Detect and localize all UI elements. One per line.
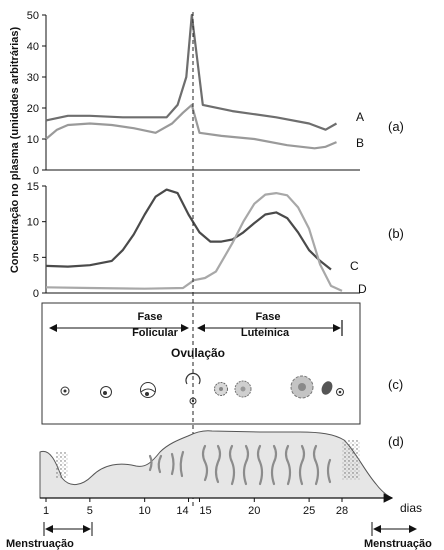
corpus-luteum <box>234 380 252 398</box>
day-tick-label: 25 <box>303 505 315 517</box>
curve-label-c: C <box>350 259 359 273</box>
menstruation-label-left: Menstruação <box>6 538 74 550</box>
endometrial-glands <box>148 444 332 486</box>
series-c-line <box>45 188 332 271</box>
luteal-phase-word: Fase <box>255 311 280 323</box>
mature-corpus-luteum <box>290 375 314 399</box>
panel-a-ytick-label: 50 <box>27 10 39 22</box>
menstruation-start: Menstruação <box>6 522 93 550</box>
curve-label-b: B <box>356 136 364 150</box>
day-tick-label: 1 <box>43 505 49 517</box>
panel-b-chart: 0 5 10 15 (b) C D <box>27 181 404 300</box>
panel-b-ytick-label: 15 <box>27 181 39 193</box>
menstruation-end: Menstruação <box>364 522 432 550</box>
ovulation-label: Ovulação <box>171 346 225 360</box>
panel-a-ytick-label: 20 <box>27 103 39 115</box>
label-c: (c) <box>388 377 403 392</box>
panel-a-chart: 0 10 20 30 40 50 (a) A B <box>27 10 404 177</box>
day-tick-label: 14 <box>176 505 188 517</box>
primary-follicle <box>60 386 70 396</box>
panel-d-endometrium: (d) dias 1 5 10 14 15 20 25 28 <box>39 430 422 517</box>
endometrium-layer <box>39 430 393 499</box>
new-follicle <box>336 388 344 396</box>
panel-a-ytick-label: 10 <box>27 134 39 146</box>
ruptured-follicle <box>185 372 201 405</box>
panel-b-ytick-label: 0 <box>33 288 39 300</box>
curve-label-d: D <box>358 282 367 296</box>
curve-label-a: A <box>356 110 364 124</box>
early-corpus-luteum <box>214 382 228 396</box>
follicular-phase-name: Folicular <box>132 327 179 339</box>
secondary-follicle <box>100 386 112 398</box>
label-b: (b) <box>388 226 404 241</box>
panel-c-frame <box>41 302 361 425</box>
series-b-line <box>45 103 337 150</box>
panel-a-ytick-label: 30 <box>27 72 39 84</box>
label-d: (d) <box>388 434 404 449</box>
panel-c-follicle-diagram: Fase Folicular Fase Luteínica Ovulação (… <box>41 302 403 425</box>
series-a-line <box>45 13 338 131</box>
day-tick-label: 5 <box>87 505 93 517</box>
day-tick-label: 20 <box>248 505 260 517</box>
panel-a-ytick-label: 0 <box>33 165 39 177</box>
y-axis-title: Concentração no plasma (unidades arbitrá… <box>9 26 21 273</box>
day-tick-label: 15 <box>199 505 211 517</box>
day-tick-label: 28 <box>336 505 348 517</box>
day-tick-label: 10 <box>139 505 151 517</box>
series-d-line <box>45 192 343 292</box>
panel-b-ytick-label: 5 <box>33 252 39 264</box>
luteal-phase-name: Luteínica <box>241 327 290 339</box>
shed-menstrual-dots-left <box>56 452 68 478</box>
day-axis-unit: dias <box>400 501 422 515</box>
tertiary-follicle <box>140 382 156 398</box>
label-a: (a) <box>388 119 404 134</box>
panel-a-ytick-label: 40 <box>27 41 39 53</box>
shed-menstrual-dots-right <box>342 440 360 480</box>
panel-b-ytick-label: 10 <box>27 217 39 229</box>
follicular-phase-word: Fase <box>137 311 162 323</box>
menstruation-label-right: Menstruação <box>364 538 432 550</box>
corpus-albicans <box>321 381 333 395</box>
